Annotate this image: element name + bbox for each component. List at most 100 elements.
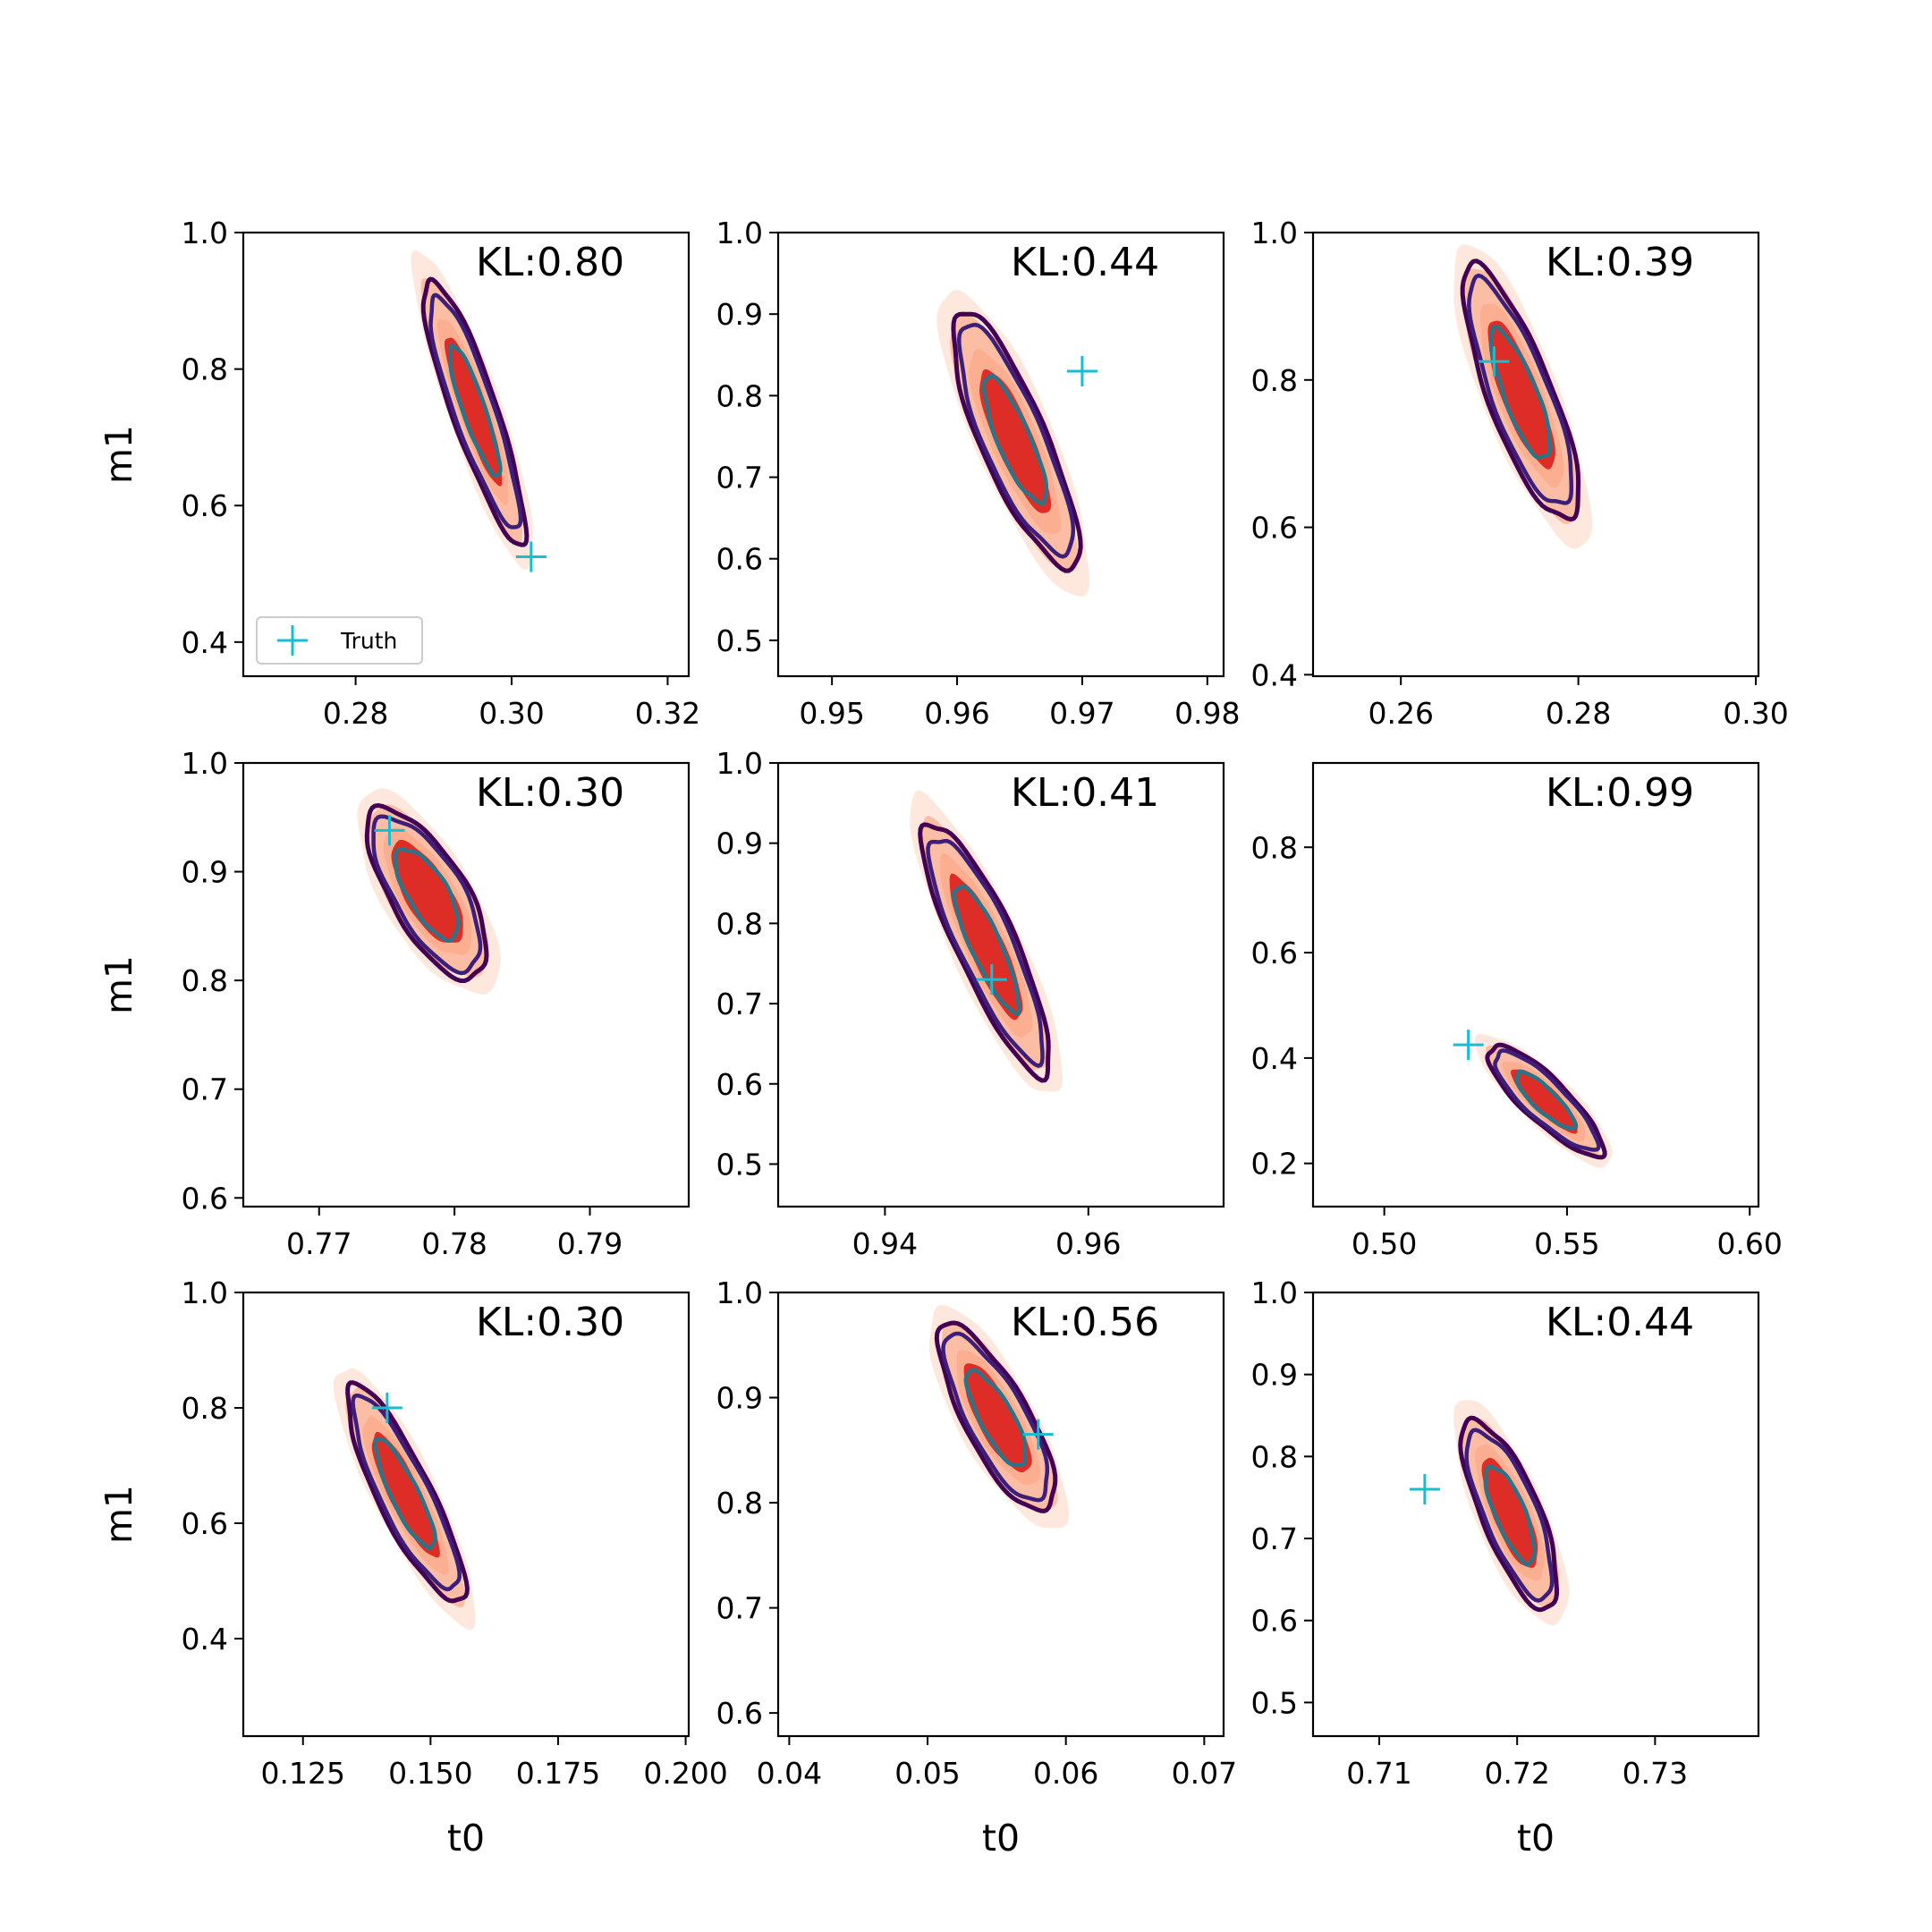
panel-5: 0.94 0.96 0.5 0.6 0.7 0.8 0.9 1.0 KL:0.41	[716, 746, 1225, 1261]
truth-marker	[515, 541, 547, 572]
axes-frame	[776, 761, 1225, 1208]
axes-frame	[1311, 761, 1760, 1208]
x-tick-label: 0.125	[261, 1756, 345, 1791]
axes-frame	[776, 231, 1225, 678]
y-tick-label: 0.9	[716, 297, 763, 332]
contour-line-2	[1467, 273, 1574, 505]
y-tick-label: 0.8	[716, 378, 763, 413]
y-tick-label: 0.6	[716, 1067, 763, 1102]
panel-grid: 0.28 0.30 0.320.40.60.81.0KL:0.80m1Truth0.…	[97, 216, 1789, 1860]
plot-area	[1474, 1033, 1613, 1168]
truth-marker	[1453, 1030, 1484, 1061]
plot-area	[936, 290, 1089, 597]
legend: Truth	[256, 616, 423, 665]
x-tick-label: 0.95	[799, 696, 864, 731]
contour-line-3	[448, 343, 503, 479]
x-tick-label: 0.79	[557, 1226, 623, 1261]
contour-line-3	[373, 1436, 437, 1550]
x-tick-label: 0.175	[516, 1756, 600, 1791]
contour-line-1	[420, 276, 530, 547]
x-tick-label: 0.55	[1534, 1226, 1599, 1261]
y-tick-label: 1.0	[716, 746, 763, 781]
y-tick-label: 0.7	[182, 1072, 228, 1107]
kl-annotation: KL:0.99	[1546, 770, 1694, 816]
contour-line-1	[951, 311, 1083, 573]
contour-line-1	[364, 803, 489, 983]
kl-annotation: KL:0.30	[476, 1300, 624, 1345]
y-tick-label: 0.8	[716, 1486, 763, 1521]
contour-line-3	[952, 884, 1021, 1016]
y-tick-label: 0.7	[1251, 1521, 1298, 1556]
kl-annotation: KL:0.41	[1011, 770, 1159, 816]
contour-line-2	[428, 292, 523, 530]
contour-line-3	[1514, 1069, 1579, 1131]
y-tick-label: 0.7	[716, 987, 763, 1021]
contour-line-3	[981, 374, 1048, 506]
contour-line-1	[1458, 1415, 1559, 1613]
y-tick-label: 0.8	[182, 1391, 228, 1426]
panel-7: 0.125 0.150 0.175 0.200 0.4 0.6 0.8 1.0 KL:0.30 m…	[97, 1275, 728, 1860]
contour-line-2	[941, 1331, 1050, 1503]
y-axis-label: m1	[97, 1485, 140, 1544]
x-tick-label: 0.28	[323, 696, 388, 731]
contour-line-1	[934, 1320, 1058, 1513]
kl-annotation: KL:0.80	[476, 240, 624, 285]
y-tick-label: 0.9	[716, 826, 763, 861]
plot-area	[333, 1368, 476, 1631]
contour-line-1	[345, 1380, 470, 1604]
y-tick-label: 0.8	[182, 352, 228, 387]
x-tick-label: 0.50	[1352, 1226, 1417, 1261]
y-tick-label: 0.6	[182, 1506, 228, 1541]
panel-6: 0.50 0.55 0.60 0.2 0.4 0.6 0.8 KL:0.99	[1251, 761, 1783, 1261]
kl-annotation: KL:0.44	[1546, 1300, 1694, 1345]
contour-line-3	[1488, 324, 1552, 460]
contour-line-2	[956, 322, 1076, 559]
panel-3: 0.26 0.28 0.30 0.4 0.6 0.8 1.0 KL:0.39	[1251, 216, 1789, 731]
y-tick-label: 0.8	[1251, 363, 1298, 398]
y-tick-label: 0.4	[1251, 657, 1298, 692]
legend-truth-marker	[277, 625, 308, 656]
legend-label: Truth	[340, 628, 397, 654]
axes-frame	[1311, 1291, 1760, 1738]
kl-annotation: KL:0.39	[1546, 240, 1694, 285]
x-tick-label: 0.71	[1346, 1756, 1411, 1791]
truth-marker	[1022, 1419, 1054, 1450]
contour-line-2	[1493, 1048, 1601, 1152]
y-tick-label: 0.7	[716, 1591, 763, 1626]
kl-annotation: KL:0.56	[1011, 1300, 1159, 1345]
y-tick-label: 1.0	[182, 746, 228, 781]
y-tick-label: 0.4	[182, 1622, 228, 1657]
truth-marker	[1409, 1474, 1440, 1505]
y-tick-label: 0.5	[1251, 1685, 1298, 1720]
plot-area	[928, 1304, 1070, 1529]
y-axis-label: m1	[97, 955, 140, 1014]
axes-frame	[776, 1291, 1225, 1738]
density-fill-level-4	[949, 873, 1023, 1021]
panel-1: 0.28 0.30 0.32 0.4 0.6 0.8 1.0 KL:0.80 m1 Truth	[97, 216, 700, 731]
contour-line-3	[1483, 1464, 1537, 1567]
y-tick-label: 0.5	[716, 623, 763, 658]
density-fill-level-4	[391, 839, 463, 943]
x-tick-label: 0.73	[1623, 1756, 1688, 1791]
y-tick-label: 0.8	[1251, 830, 1298, 865]
y-tick-label: 0.8	[182, 963, 228, 998]
x-tick-label: 0.96	[924, 696, 989, 731]
truth-marker	[374, 815, 405, 846]
y-tick-label: 0.4	[182, 625, 228, 660]
truth-marker	[1066, 356, 1097, 386]
density-fill-level-4	[445, 337, 503, 487]
y-tick-label: 1.0	[716, 216, 763, 250]
density-fill-level-4	[963, 1363, 1032, 1473]
x-tick-label: 0.28	[1546, 696, 1611, 731]
panel-8: 0.04 0.05 0.06 0.07 0.6 0.7 0.8 0.9 1.0 KL:0.56 t0	[716, 1275, 1238, 1860]
contour-line-2	[371, 814, 483, 976]
panel-4: 0.77 0.78 0.79 0.6 0.7 0.8 0.9 1.0 KL:0.30 m1	[97, 746, 691, 1261]
x-tick-label: 0.30	[479, 696, 544, 731]
x-tick-label: 0.96	[1055, 1226, 1121, 1261]
panel-9: 0.71 0.72 0.73 0.5 0.6 0.7 0.8 0.9 1.0 KL:0.44 t0	[1251, 1275, 1760, 1860]
y-tick-label: 0.8	[1251, 1439, 1298, 1474]
contour-line-2	[926, 838, 1045, 1068]
y-tick-label: 0.5	[716, 1147, 763, 1182]
y-tick-label: 0.9	[716, 1381, 763, 1416]
y-tick-label: 0.6	[1251, 511, 1298, 546]
